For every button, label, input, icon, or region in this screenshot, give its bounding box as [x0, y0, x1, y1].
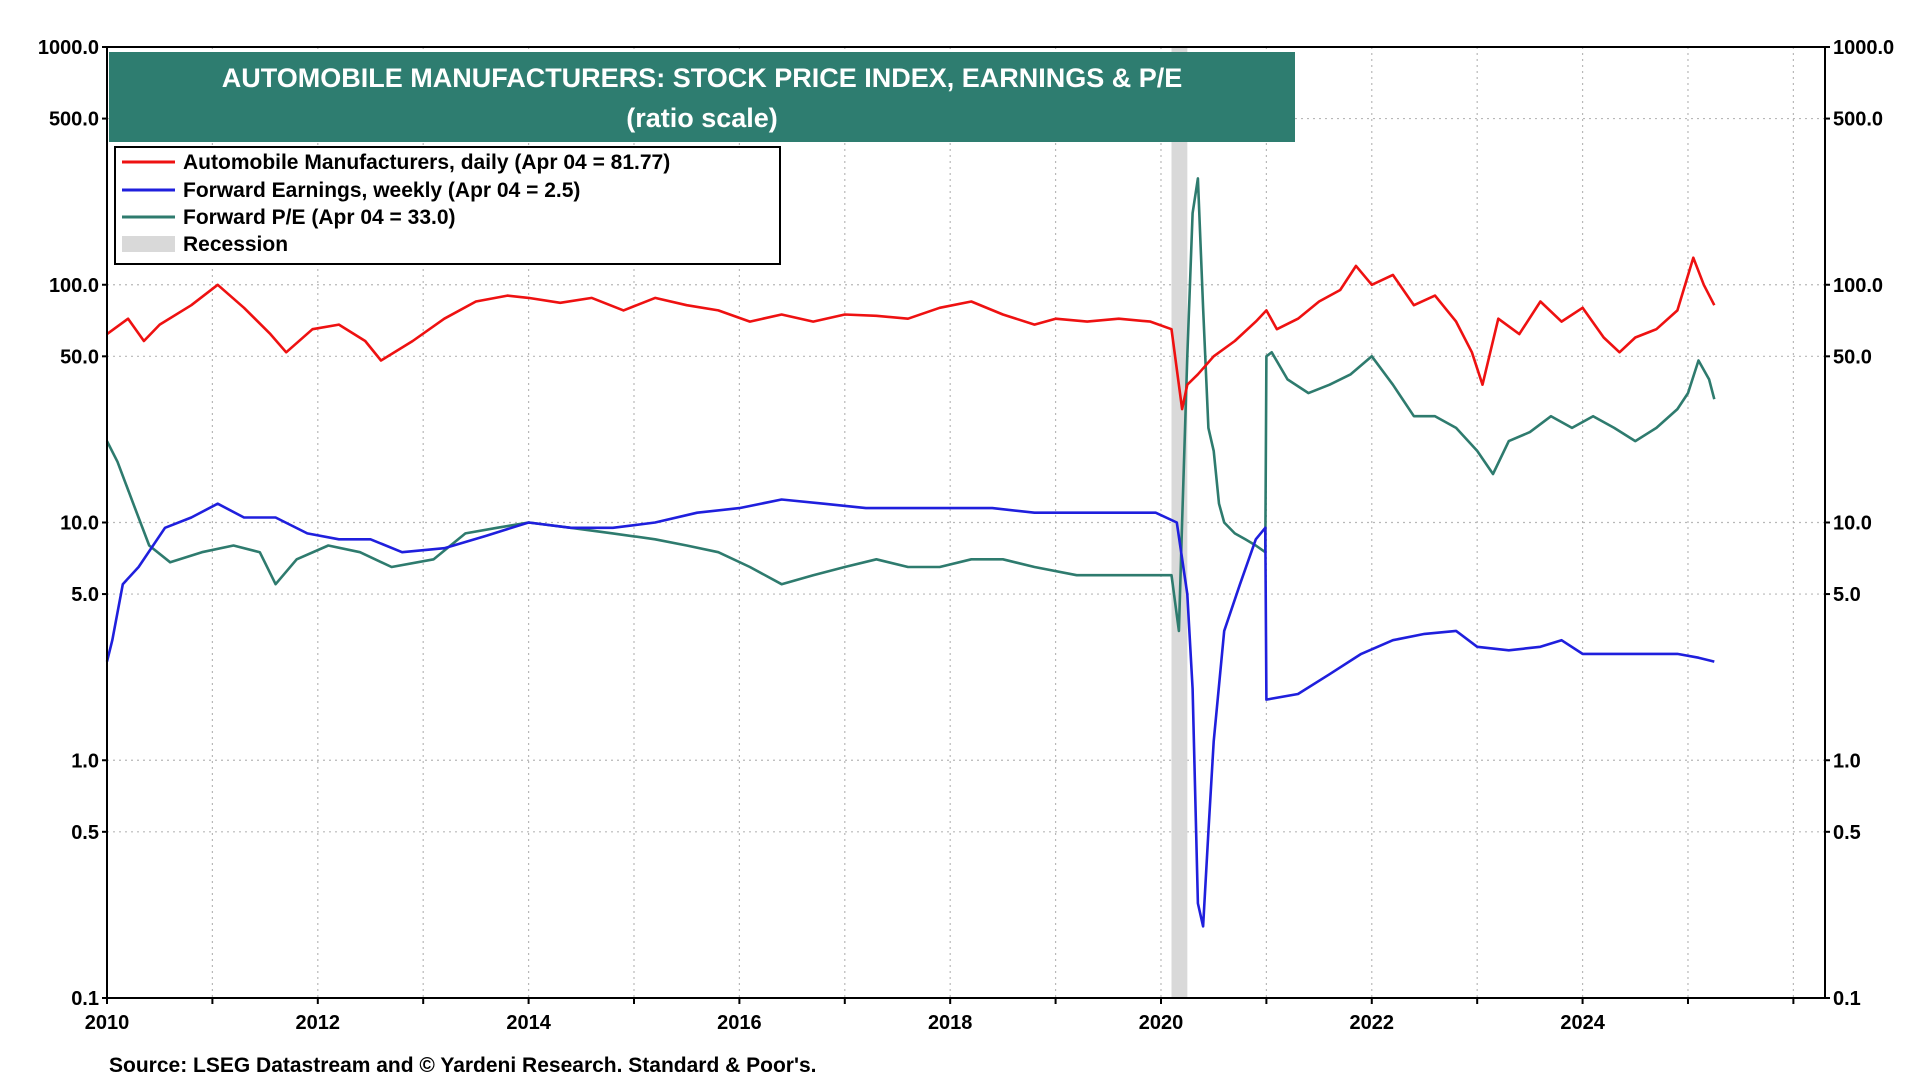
legend-entry-forward-pe: Forward P/E (Apr 04 = 33.0) [183, 206, 456, 229]
legend-box [114, 146, 781, 265]
y-tick-label-right: 0.5 [1833, 822, 1861, 844]
title-box: AUTOMOBILE MANUFACTURERS: STOCK PRICE IN… [109, 52, 1295, 142]
y-tick-label-left: 100.0 [49, 275, 99, 297]
x-tick-label: 2018 [928, 1012, 973, 1034]
x-tick-label: 2012 [296, 1012, 341, 1034]
y-tick-label-right: 1000.0 [1833, 37, 1894, 59]
y-tick-label-right: 50.0 [1833, 346, 1872, 368]
y-tick-label-right: 1.0 [1833, 750, 1861, 772]
y-tick-label-right: 10.0 [1833, 513, 1872, 535]
y-tick-label-right: 0.1 [1833, 988, 1861, 1010]
y-tick-label-right: 5.0 [1833, 584, 1861, 606]
y-tick-label-left: 5.0 [71, 584, 99, 606]
legend-swatch-recession [122, 236, 175, 252]
legend-entry-forward-earnings: Forward Earnings, weekly (Apr 04 = 2.5) [183, 179, 580, 202]
chart-title: AUTOMOBILE MANUFACTURERS: STOCK PRICE IN… [222, 63, 1183, 93]
y-tick-label-right: 500.0 [1833, 109, 1883, 131]
y-tick-label-left: 1.0 [71, 750, 99, 772]
chart-subtitle: (ratio scale) [626, 103, 778, 133]
y-tick-label-left: 0.5 [71, 822, 99, 844]
recession-band [1171, 47, 1188, 998]
source-note: Source: LSEG Datastream and © Yardeni Re… [109, 1054, 816, 1077]
series-line-stock-price [106, 256, 1716, 411]
legend-entry-recession: Recession [183, 233, 288, 256]
series-line-forward-pe [105, 177, 1716, 633]
y-tick-label-left: 1000.0 [38, 37, 99, 59]
y-tick-label-right: 100.0 [1833, 275, 1883, 297]
x-tick-label: 2022 [1350, 1012, 1395, 1034]
x-tick-label: 2016 [717, 1012, 762, 1034]
series-lines [105, 177, 1716, 928]
title-background [109, 52, 1295, 142]
x-tick-label: 2020 [1139, 1012, 1184, 1034]
legend: Automobile Manufacturers, daily (Apr 04 … [114, 146, 781, 265]
y-tick-label-left: 500.0 [49, 109, 99, 131]
axis-ticks: 1000.0 1000.0 500.0 500.0 100.0 100.0 50.0 50.0… [38, 37, 1894, 1034]
grid [106, 46, 1825, 999]
legend-entry-stock-price: Automobile Manufacturers, daily (Apr 04 … [183, 151, 670, 174]
series-line-forward-earnings [105, 498, 1715, 928]
x-tick-label: 2014 [506, 1012, 551, 1034]
y-tick-label-left: 10.0 [60, 513, 99, 535]
x-tick-label: 2024 [1560, 1012, 1605, 1034]
x-tick-label: 2010 [85, 1012, 130, 1034]
y-tick-label-left: 0.1 [71, 988, 99, 1010]
y-tick-label-left: 50.0 [60, 346, 99, 368]
